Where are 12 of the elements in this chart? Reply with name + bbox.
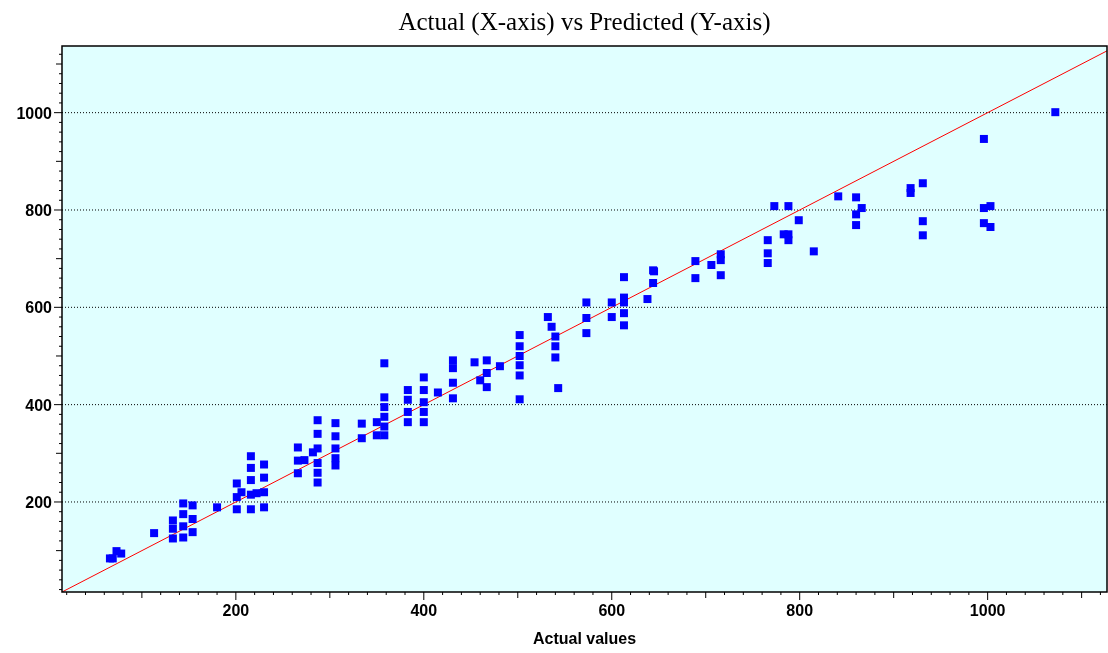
y-tick-label: 400 <box>25 396 53 414</box>
x-axis-title: Actual values <box>532 630 637 647</box>
x-tick-label: 1000 <box>969 602 1006 619</box>
y-tick-label: 600 <box>25 299 53 317</box>
y-tick-label: 1000 <box>16 104 53 122</box>
chart-title: Actual (X-axis) vs Predicted (Y-axis) <box>398 8 771 36</box>
y-tick-label: 800 <box>25 201 53 219</box>
y-tick-label: 200 <box>25 493 53 511</box>
x-tick-label: 200 <box>222 602 250 619</box>
x-tick-label: 800 <box>786 602 814 619</box>
x-tick-label: 400 <box>410 602 438 619</box>
x-tick-label: 600 <box>598 602 626 619</box>
